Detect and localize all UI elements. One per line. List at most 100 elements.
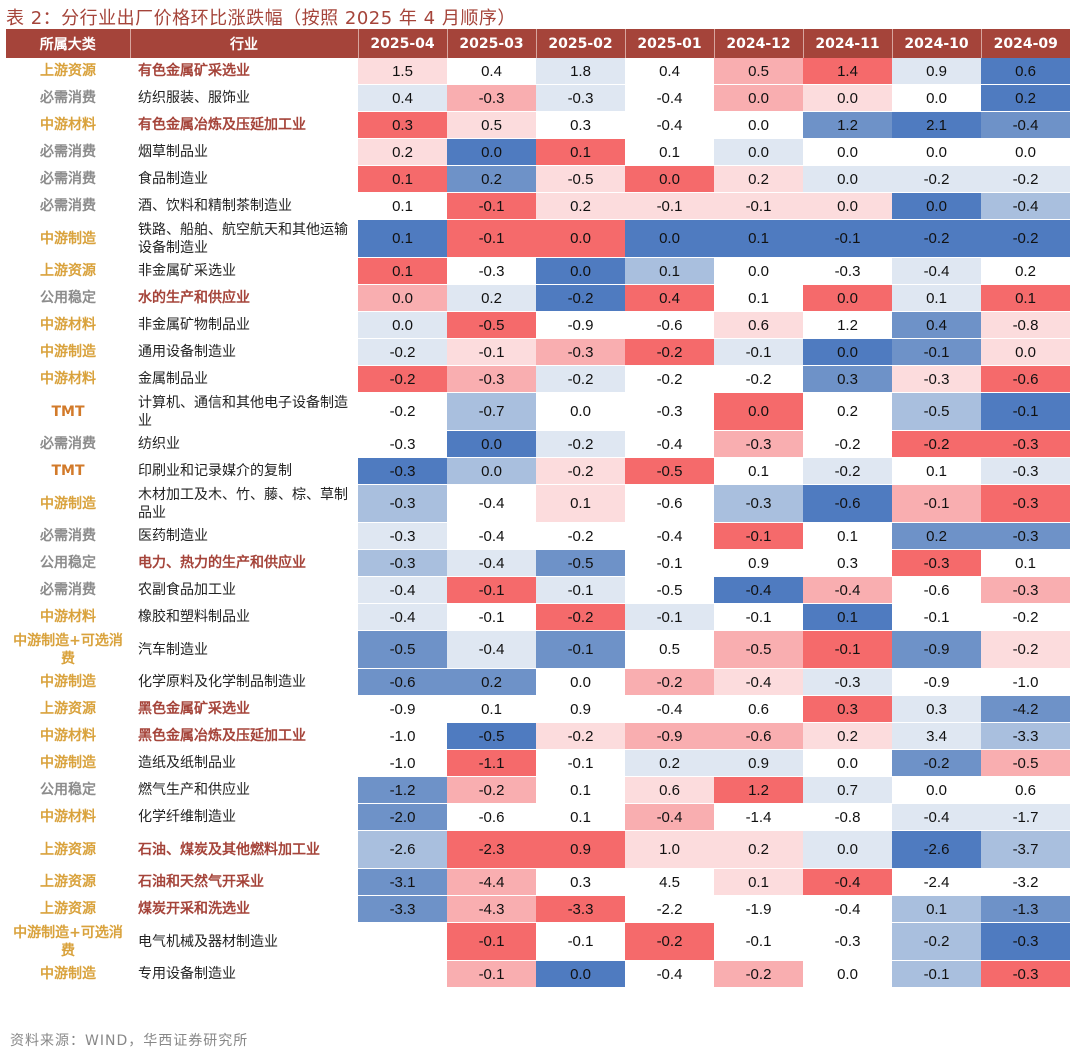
industry-cell: 纺织业 [130,430,358,458]
value-cell: 0.0 [447,138,536,166]
category-cell: 必需消费 [6,576,130,604]
value-cell: -0.2 [714,365,803,393]
header-month: 2025-04 [358,29,448,58]
category-cell: 上游资源 [6,895,130,923]
value-cell: 0.1 [981,549,1070,577]
industry-cell: 水的生产和供应业 [130,284,358,312]
value-cell: -3.3 [358,895,447,923]
category-cell: 必需消费 [6,138,130,166]
value-cell: 0.4 [358,84,447,112]
value-cell: -0.2 [536,365,625,393]
value-cell: 0.0 [892,84,981,112]
value-cell: -1.0 [981,668,1070,696]
value-cell: -0.1 [892,603,981,631]
value-cell: -0.1 [447,192,536,220]
value-cell: -0.2 [892,165,981,193]
value-cell: -0.3 [714,430,803,458]
table-row: 上游资源 有色金属矿采选业 1.5 0.4 1.8 0.4 0.5 1.4 0.9 0.6 [6,58,1070,85]
value-cell: -0.4 [803,868,892,896]
value-cell: -0.6 [447,803,536,831]
value-cell: -0.3 [536,338,625,366]
value-cell: 0.2 [714,830,803,869]
value-cell: 0.1 [358,165,447,193]
industry-cell: 烟草制品业 [130,138,358,166]
industry-cell: 印刷业和记录媒介的复制 [130,457,358,485]
industry-cell: 燃气生产和供应业 [130,776,358,804]
value-cell: 0.6 [981,776,1070,804]
value-cell: -0.4 [803,895,892,923]
category-cell: 中游材料 [6,603,130,631]
value-cell: -0.2 [892,430,981,458]
value-cell: 0.5 [447,111,536,139]
value-cell: -0.4 [981,111,1070,139]
category-cell: 公用稳定 [6,549,130,577]
value-cell [358,922,447,961]
value-cell: -0.2 [803,430,892,458]
table-row: 公用稳定 电力、热力的生产和供应业 -0.3 -0.4 -0.5 -0.1 0.9 0.3 -0… [6,549,1070,577]
category-cell: 中游材料 [6,803,130,831]
value-cell: -0.5 [536,549,625,577]
value-cell: -0.4 [625,84,714,112]
value-cell: 0.6 [714,695,803,723]
industry-cell: 专用设备制造业 [130,960,358,988]
table-title: 表 2：分行业出厂价格环比涨跌幅（按照 2025 年 4 月顺序） [6,8,516,29]
value-cell: -0.3 [803,257,892,285]
category-cell: 中游制造 [6,749,130,777]
value-cell: -2.4 [892,868,981,896]
value-cell: -0.3 [358,484,447,523]
value-cell: -0.4 [625,960,714,988]
table-row: 中游制造+可选消费 汽车制造业 -0.5 -0.4 -0.1 0.5 -0.5 -0.1 -0.… [6,630,1070,669]
value-cell: 0.0 [358,311,447,339]
value-cell: 0.3 [892,695,981,723]
value-cell: 0.0 [536,219,625,258]
category-cell: 中游制造+可选消费 [6,922,130,961]
value-cell: 0.2 [803,392,892,431]
value-cell: 0.3 [803,365,892,393]
value-cell: -4.2 [981,695,1070,723]
category-cell: 中游材料 [6,111,130,139]
value-cell: -0.5 [625,576,714,604]
value-cell: -0.4 [447,484,536,523]
category-cell: 中游制造 [6,668,130,696]
value-cell: -0.1 [447,603,536,631]
value-cell: -0.4 [714,668,803,696]
industry-cell: 有色金属矿采选业 [130,58,358,85]
value-cell: -0.2 [536,284,625,312]
table-row: 上游资源 黑色金属矿采选业 -0.9 0.1 0.9 -0.4 0.6 0.3 0.3 -4.2 [6,695,1070,723]
value-cell: 0.1 [714,219,803,258]
value-cell: 0.1 [447,695,536,723]
value-cell [358,960,447,988]
value-cell: -1.1 [447,749,536,777]
value-cell: 0.1 [358,257,447,285]
industry-cell: 计算机、通信和其他电子设备制造业 [130,392,358,431]
value-cell: 0.9 [714,549,803,577]
value-cell: 0.0 [714,111,803,139]
value-cell: -0.5 [892,392,981,431]
value-cell: -0.1 [803,219,892,258]
value-cell: -2.2 [625,895,714,923]
industry-cell: 医药制造业 [130,522,358,550]
value-cell: -0.2 [536,430,625,458]
industry-cell: 通用设备制造业 [130,338,358,366]
value-cell: -0.1 [536,630,625,669]
category-cell: 上游资源 [6,868,130,896]
table-row: 上游资源 非金属矿采选业 0.1 -0.3 0.0 0.1 0.0 -0.3 -0.4 0.2 [6,257,1070,285]
value-cell: 0.4 [625,284,714,312]
value-cell: 0.3 [803,695,892,723]
industry-cell: 农副食品加工业 [130,576,358,604]
category-cell: 中游材料 [6,722,130,750]
table-row: 公用稳定 燃气生产和供应业 -1.2 -0.2 0.1 0.6 1.2 0.7 0.0 0.6 [6,776,1070,804]
value-cell: 0.1 [892,457,981,485]
value-cell: -0.3 [447,84,536,112]
value-cell: -0.5 [981,749,1070,777]
industry-cell: 汽车制造业 [130,630,358,669]
value-cell: -0.4 [803,576,892,604]
category-cell: 中游制造 [6,960,130,988]
value-cell: 0.0 [892,776,981,804]
value-cell: 0.1 [981,284,1070,312]
value-cell: -0.6 [714,722,803,750]
value-cell: 0.0 [803,338,892,366]
value-cell: -0.4 [981,192,1070,220]
value-cell: -2.0 [358,803,447,831]
value-cell: -1.7 [981,803,1070,831]
